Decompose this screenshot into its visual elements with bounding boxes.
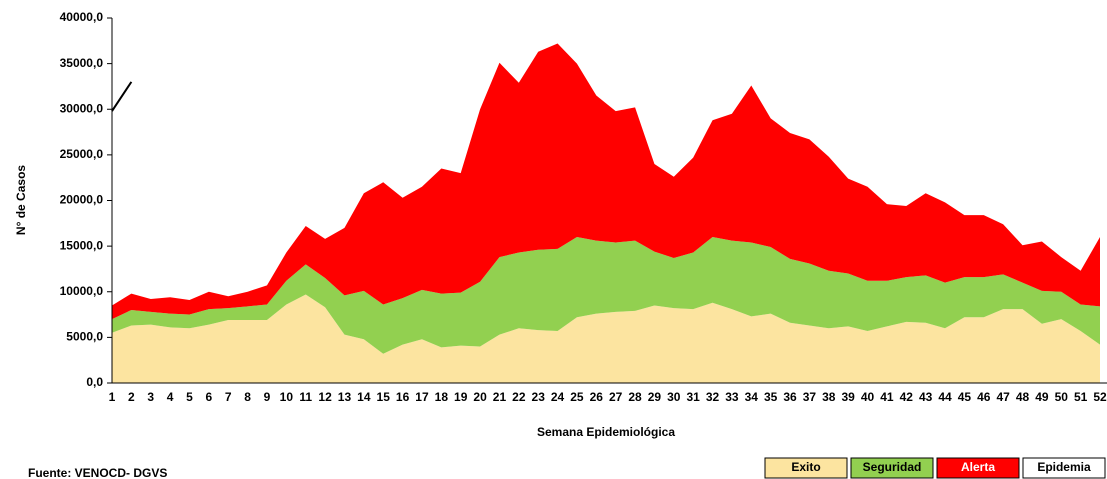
x-tick-label: 11 [299,390,312,404]
x-tick-label: 48 [1016,390,1030,404]
x-tick-label: 9 [264,390,271,404]
legend-swatch [764,457,848,479]
x-tick-label: 19 [454,390,468,404]
x-tick-label: 32 [706,390,720,404]
y-axis-label: N° de Casos [14,165,28,235]
x-tick-label: 5 [186,390,193,404]
x-tick-label: 46 [977,390,991,404]
x-tick-label: 25 [570,390,584,404]
x-tick-label: 43 [919,390,933,404]
y-tick-label: 0,0 [86,375,103,389]
x-tick-label: 27 [609,390,623,404]
x-tick-label: 15 [377,390,391,404]
x-tick-label: 10 [280,390,294,404]
y-tick-label: 30000,0 [60,101,104,115]
legend-label: Seguridad [863,460,922,474]
x-tick-label: 12 [318,390,332,404]
y-tick-label: 15000,0 [60,238,104,252]
x-tick-label: 44 [938,390,952,404]
x-tick-label: 29 [648,390,662,404]
x-tick-label: 39 [841,390,855,404]
x-tick-label: 16 [396,390,410,404]
x-tick-label: 18 [435,390,449,404]
x-tick-label: 40 [861,390,875,404]
legend-label: Exito [791,460,820,474]
x-tick-label: 23 [532,390,546,404]
x-tick-label: 1 [109,390,116,404]
y-tick-label: 40000,0 [60,10,104,24]
x-tick-label: 3 [147,390,154,404]
x-tick-label: 21 [493,390,507,404]
x-tick-label: 49 [1035,390,1049,404]
x-tick-label: 7 [225,390,232,404]
x-tick-label: 2 [128,390,135,404]
x-tick-label: 31 [686,390,700,404]
x-tick-label: 4 [167,390,174,404]
y-tick-label: 25000,0 [60,147,104,161]
x-tick-label: 36 [783,390,797,404]
x-tick-label: 30 [667,390,681,404]
area-0 [112,294,1100,383]
source: Fuente: VENOCD- DGVS [28,466,167,479]
x-tick-label: 8 [244,390,251,404]
x-tick-label: 34 [745,390,759,404]
x-tick-label: 24 [551,390,565,404]
current-line [111,81,133,112]
legend-swatch [1022,457,1106,479]
x-tick-label: 45 [958,390,972,404]
x-tick-label: 38 [822,390,836,404]
x-tick-label: 22 [512,390,526,404]
x-tick-label: 50 [1055,390,1069,404]
y-tick-label: 35000,0 [60,56,104,70]
area-1 [112,237,1100,354]
x-tick-label: 47 [996,390,1010,404]
x-tick-label: 51 [1074,390,1088,404]
x-tick-label: 35 [764,390,778,404]
x-tick-label: 52 [1093,390,1107,404]
x-tick-label: 6 [206,390,213,404]
area-2 [112,43,1100,320]
legend-label: Epidemia [1037,460,1091,474]
x-tick-label: 37 [803,390,817,404]
x-axis-label: Semana Epidemiológica [537,425,675,439]
legend-swatch [936,457,1020,479]
y-tick-label: 10000,0 [60,284,104,298]
x-tick-label: 14 [357,390,371,404]
y-tick-label: 5000,0 [66,330,103,344]
x-tick-label: 26 [590,390,604,404]
legend-label: Alerta [961,460,995,474]
x-tick-label: 13 [338,390,352,404]
x-tick-label: 33 [725,390,739,404]
x-tick-label: 41 [880,390,894,404]
legend-swatch [850,457,934,479]
x-tick-label: 42 [900,390,914,404]
y-tick-label: 20000,0 [60,193,104,207]
x-tick-label: 28 [628,390,642,404]
x-tick-label: 20 [473,390,487,404]
x-tick-label: 17 [415,390,429,404]
